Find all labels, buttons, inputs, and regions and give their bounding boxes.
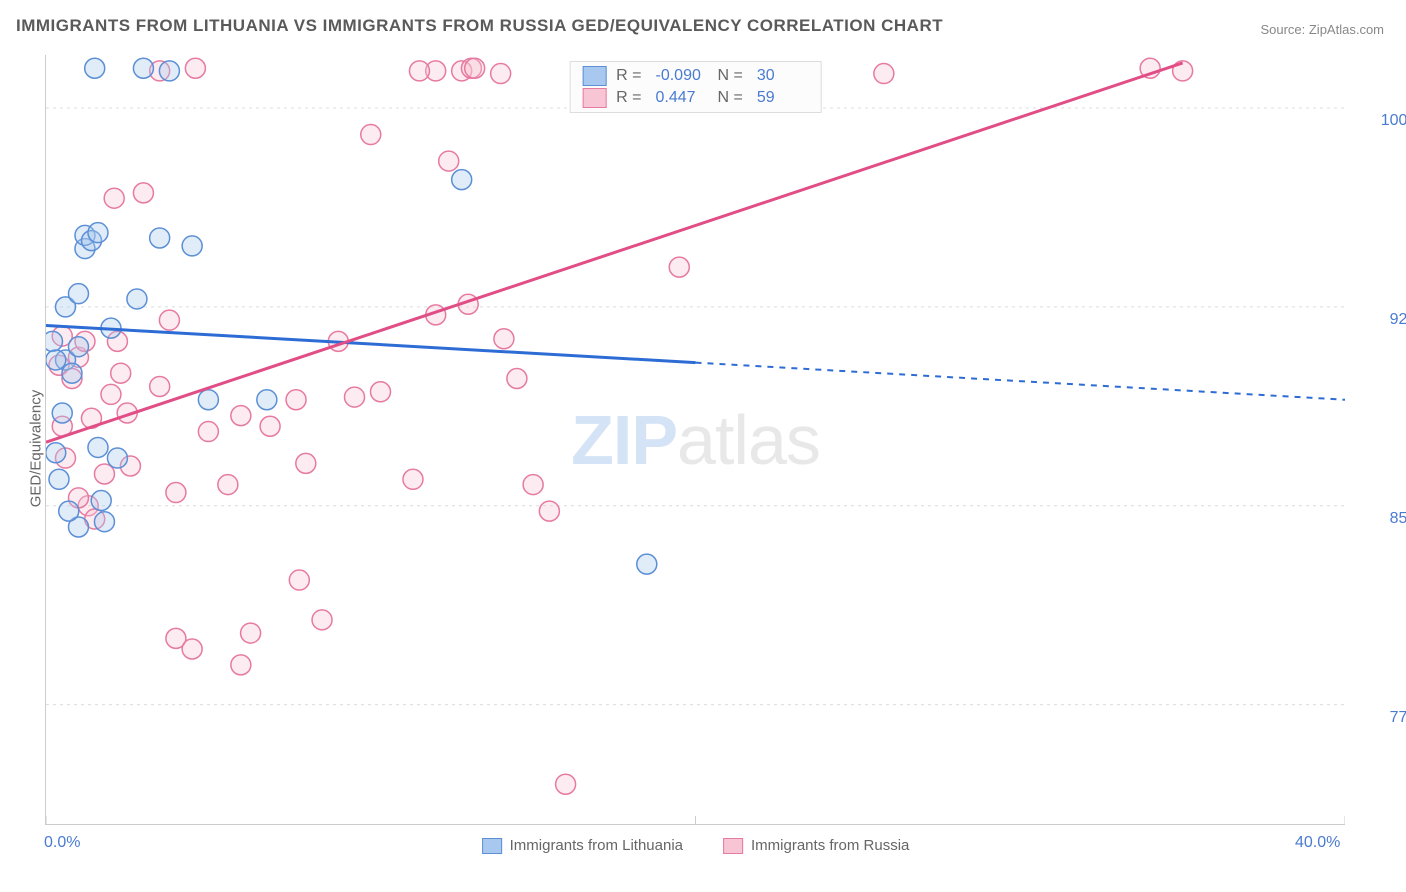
- x-tick-label: 40.0%: [1295, 834, 1340, 852]
- legend-series-item: Immigrants from Lithuania: [482, 837, 683, 854]
- legend-n-value: 59: [757, 89, 809, 107]
- legend-series-item: Immigrants from Russia: [723, 837, 909, 854]
- legend-series-label: Immigrants from Russia: [751, 837, 909, 854]
- chart-title: IMMIGRANTS FROM LITHUANIA VS IMMIGRANTS …: [16, 16, 943, 36]
- legend-n-label: N =: [718, 67, 743, 85]
- legend-r-value: 0.447: [656, 89, 708, 107]
- legend-swatch: [582, 66, 606, 86]
- legend-r-label: R =: [616, 89, 641, 107]
- x-tick-label: 0.0%: [44, 834, 80, 852]
- y-axis-label: GED/Equivalency: [28, 389, 45, 507]
- legend-stats-row: R = 0.447 N = 59: [582, 88, 809, 108]
- legend-swatch: [723, 838, 743, 854]
- legend-series-label: Immigrants from Lithuania: [510, 837, 683, 854]
- legend-r-value: -0.090: [656, 67, 708, 85]
- y-tick-label: 77.5%: [1355, 709, 1406, 727]
- plot-area: GED/Equivalency ZIPatlas R =-0.090N =30R…: [45, 55, 1345, 825]
- legend-r-label: R =: [616, 67, 641, 85]
- chart-svg: [46, 55, 1345, 824]
- legend-stats-row: R = -0.090 N = 30: [582, 66, 809, 86]
- y-tick-label: 100.0%: [1355, 112, 1406, 130]
- legend-n-label: N =: [718, 89, 743, 107]
- legend-series: Immigrants from Lithuania Immigrants from…: [482, 837, 910, 854]
- chart-source: Source: ZipAtlas.com: [1260, 22, 1384, 37]
- legend-swatch: [582, 88, 606, 108]
- y-tick-label: 85.0%: [1355, 510, 1406, 528]
- legend-n-value: 30: [757, 67, 809, 85]
- legend-swatch: [482, 838, 502, 854]
- legend-stats: R = -0.090 N = 30 R = 0.447 N = 59: [569, 61, 822, 113]
- y-tick-label: 92.5%: [1355, 311, 1406, 329]
